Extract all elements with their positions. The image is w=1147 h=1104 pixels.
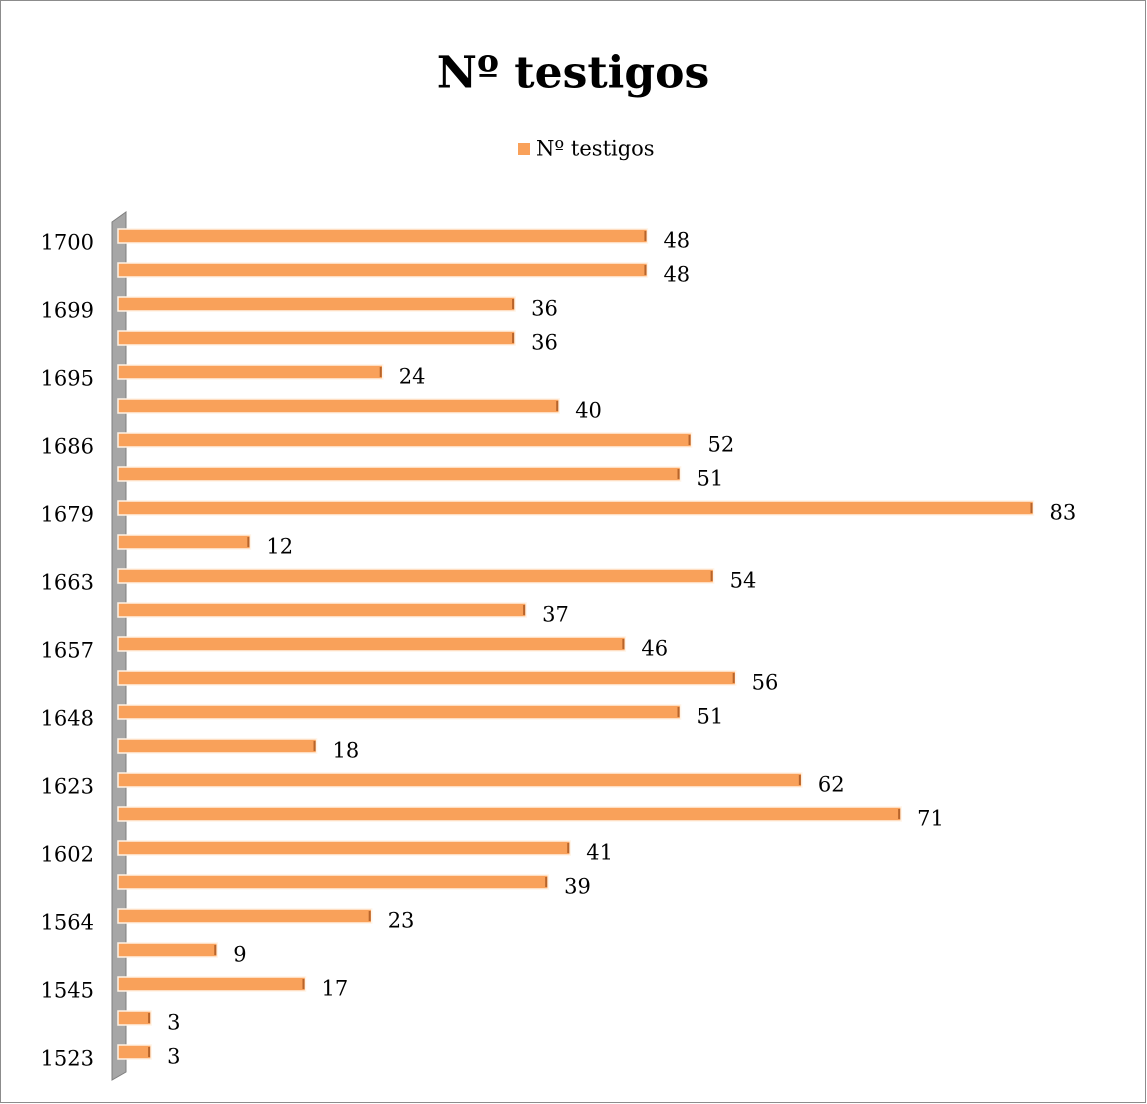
data-label: 3	[167, 1011, 180, 1035]
data-label: 48	[663, 229, 690, 253]
data-label: 24	[399, 365, 426, 389]
y-tick-label: 1699	[41, 299, 94, 323]
bar	[117, 874, 549, 890]
y-tick-label: 1700	[41, 231, 94, 255]
data-label: 17	[322, 977, 349, 1001]
bar	[117, 330, 516, 346]
data-label: 23	[388, 909, 415, 933]
data-label: 41	[586, 841, 613, 865]
bar	[117, 636, 627, 652]
bar	[117, 670, 737, 686]
data-label: 39	[564, 875, 591, 899]
y-tick-label: 1663	[41, 571, 94, 595]
data-label: 48	[663, 263, 690, 287]
y-tick-label: 1564	[41, 911, 94, 935]
bar	[117, 228, 649, 244]
bar	[117, 534, 252, 550]
y-tick-label: 1523	[41, 1047, 94, 1071]
y-tick-label: 1602	[41, 843, 94, 867]
bar	[117, 466, 682, 482]
data-label: 18	[333, 739, 360, 763]
y-tick-label: 1657	[41, 639, 94, 663]
y-tick-label: 1679	[41, 503, 94, 527]
bar	[117, 704, 682, 720]
bar	[117, 1044, 152, 1060]
bar	[117, 806, 902, 822]
data-label: 54	[730, 569, 757, 593]
bar	[117, 262, 649, 278]
data-label: 51	[697, 705, 724, 729]
data-label: 36	[531, 331, 558, 355]
y-tick-label: 1686	[41, 435, 94, 459]
legend-label: Nº testigos	[536, 137, 655, 161]
data-label: 56	[752, 671, 779, 695]
legend-swatch	[518, 143, 530, 155]
data-label: 71	[917, 807, 944, 831]
y-tick-label: 1695	[41, 367, 94, 391]
bar	[117, 568, 715, 584]
bar	[117, 976, 307, 992]
y-tick-label: 1648	[41, 707, 94, 731]
data-label: 3	[167, 1045, 180, 1069]
bar	[117, 772, 803, 788]
y-tick-label: 1623	[41, 775, 94, 799]
data-label: 46	[641, 637, 668, 661]
bar	[117, 602, 527, 618]
bar	[117, 908, 373, 924]
bar	[117, 296, 516, 312]
bar	[117, 364, 384, 380]
bar	[117, 432, 693, 448]
data-label: 83	[1049, 501, 1076, 525]
data-label: 51	[697, 467, 724, 491]
data-label: 52	[708, 433, 735, 457]
bar	[117, 840, 571, 856]
chart-title: Nº testigos	[437, 48, 710, 99]
data-label: 36	[531, 297, 558, 321]
bar	[117, 398, 560, 414]
data-label: 12	[266, 535, 293, 559]
y-tick-label: 1545	[41, 979, 94, 1003]
data-label: 37	[542, 603, 569, 627]
bar	[117, 738, 318, 754]
bar	[117, 1010, 152, 1026]
bar	[117, 942, 219, 958]
bar	[117, 500, 1035, 516]
data-label: 62	[818, 773, 845, 797]
data-label: 9	[233, 943, 246, 967]
data-label: 40	[575, 399, 602, 423]
